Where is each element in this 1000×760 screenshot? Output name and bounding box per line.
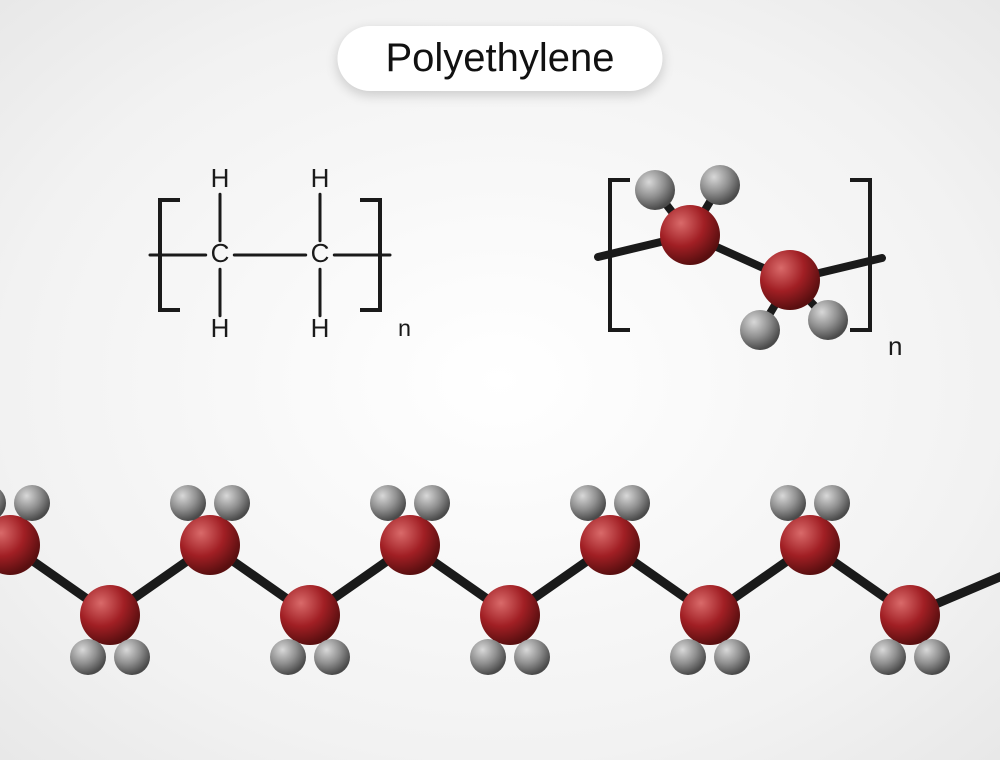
chain-hydrogen-2-0 bbox=[170, 485, 206, 521]
chain-carbon-3 bbox=[280, 585, 340, 645]
chain-hydrogen-6-1 bbox=[614, 485, 650, 521]
title-text: Polyethylene bbox=[385, 36, 614, 80]
chain-hydrogen-3-0 bbox=[270, 639, 306, 675]
unit-hydrogen-2b bbox=[808, 300, 848, 340]
unit-carbon-2 bbox=[760, 250, 820, 310]
chain-hydrogen-7-0 bbox=[670, 639, 706, 675]
chain-hydrogen-1-0 bbox=[70, 639, 106, 675]
chain-carbon-4 bbox=[380, 515, 440, 575]
chain-hydrogen-1-1 bbox=[114, 639, 150, 675]
chain-hydrogen-2-1 bbox=[214, 485, 250, 521]
chain-hydrogen-4-1 bbox=[414, 485, 450, 521]
formula-subscript-n: n bbox=[398, 315, 411, 341]
chain-hydrogen-7-1 bbox=[714, 639, 750, 675]
unit-hydrogen-1b bbox=[700, 165, 740, 205]
molecule-scene: C C H H H Hn n bbox=[0, 0, 1000, 760]
chain-hydrogen-8-0 bbox=[770, 485, 806, 521]
atom-label-c1: C bbox=[211, 238, 230, 268]
chain-carbon-7 bbox=[680, 585, 740, 645]
atom-layer bbox=[0, 165, 950, 675]
chain-hydrogen-9-0 bbox=[870, 639, 906, 675]
chain-carbon-5 bbox=[480, 585, 540, 645]
chain-hydrogen-5-0 bbox=[470, 639, 506, 675]
atom-label-h1b: H bbox=[211, 313, 230, 343]
unit-hydrogen-1a bbox=[635, 170, 675, 210]
chain-carbon-1 bbox=[80, 585, 140, 645]
diagram-canvas: Polyethylene C C H H H Hn n bbox=[0, 0, 1000, 760]
atom-label-c2: C bbox=[311, 238, 330, 268]
unit-bracket-right bbox=[852, 180, 870, 330]
chain-hydrogen-5-1 bbox=[514, 639, 550, 675]
title-pill: Polyethylene bbox=[337, 26, 662, 91]
unit-hydrogen-2a bbox=[740, 310, 780, 350]
chain-hydrogen-4-0 bbox=[370, 485, 406, 521]
atom-label-h2b: H bbox=[311, 313, 330, 343]
unit-subscript-n: n bbox=[888, 331, 902, 361]
chain-carbon-8 bbox=[780, 515, 840, 575]
chain-hydrogen-6-0 bbox=[570, 485, 606, 521]
atom-label-h2t: H bbox=[311, 163, 330, 193]
chain-hydrogen-0-1 bbox=[14, 485, 50, 521]
bond-layer bbox=[0, 185, 1000, 657]
unit-carbon-1 bbox=[660, 205, 720, 265]
chain-carbon-6 bbox=[580, 515, 640, 575]
chain-hydrogen-3-1 bbox=[314, 639, 350, 675]
chain-hydrogen-9-1 bbox=[914, 639, 950, 675]
atom-label-h1t: H bbox=[211, 163, 230, 193]
chain-hydrogen-8-1 bbox=[814, 485, 850, 521]
chain-carbon-2 bbox=[180, 515, 240, 575]
chain-carbon-9 bbox=[880, 585, 940, 645]
